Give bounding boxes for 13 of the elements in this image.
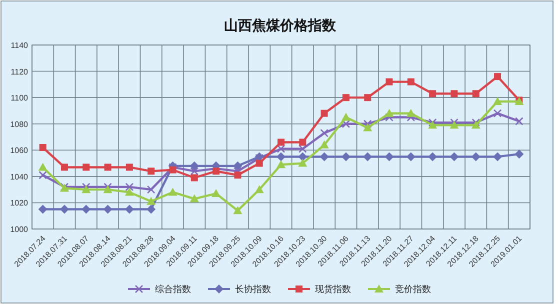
title: 山西焦煤价格指数 [224, 17, 336, 33]
y-tick-label: 1120 [10, 67, 29, 76]
y-tick-label: 1100 [10, 94, 29, 103]
legend-label: 综合指数 [155, 284, 191, 294]
y-tick-label: 1040 [10, 172, 29, 182]
y-tick-label: 1020 [10, 198, 29, 208]
legend-label: 现货指数 [315, 284, 351, 294]
y-tick-label: 1080 [10, 120, 29, 129]
legend-label: 长协指数 [235, 284, 271, 294]
legend-label: 竞价指数 [395, 284, 431, 294]
y-tick-label: 1000 [10, 225, 29, 234]
y-tick-label: 1140 [10, 41, 29, 50]
y-tick-label: 1060 [10, 146, 29, 156]
